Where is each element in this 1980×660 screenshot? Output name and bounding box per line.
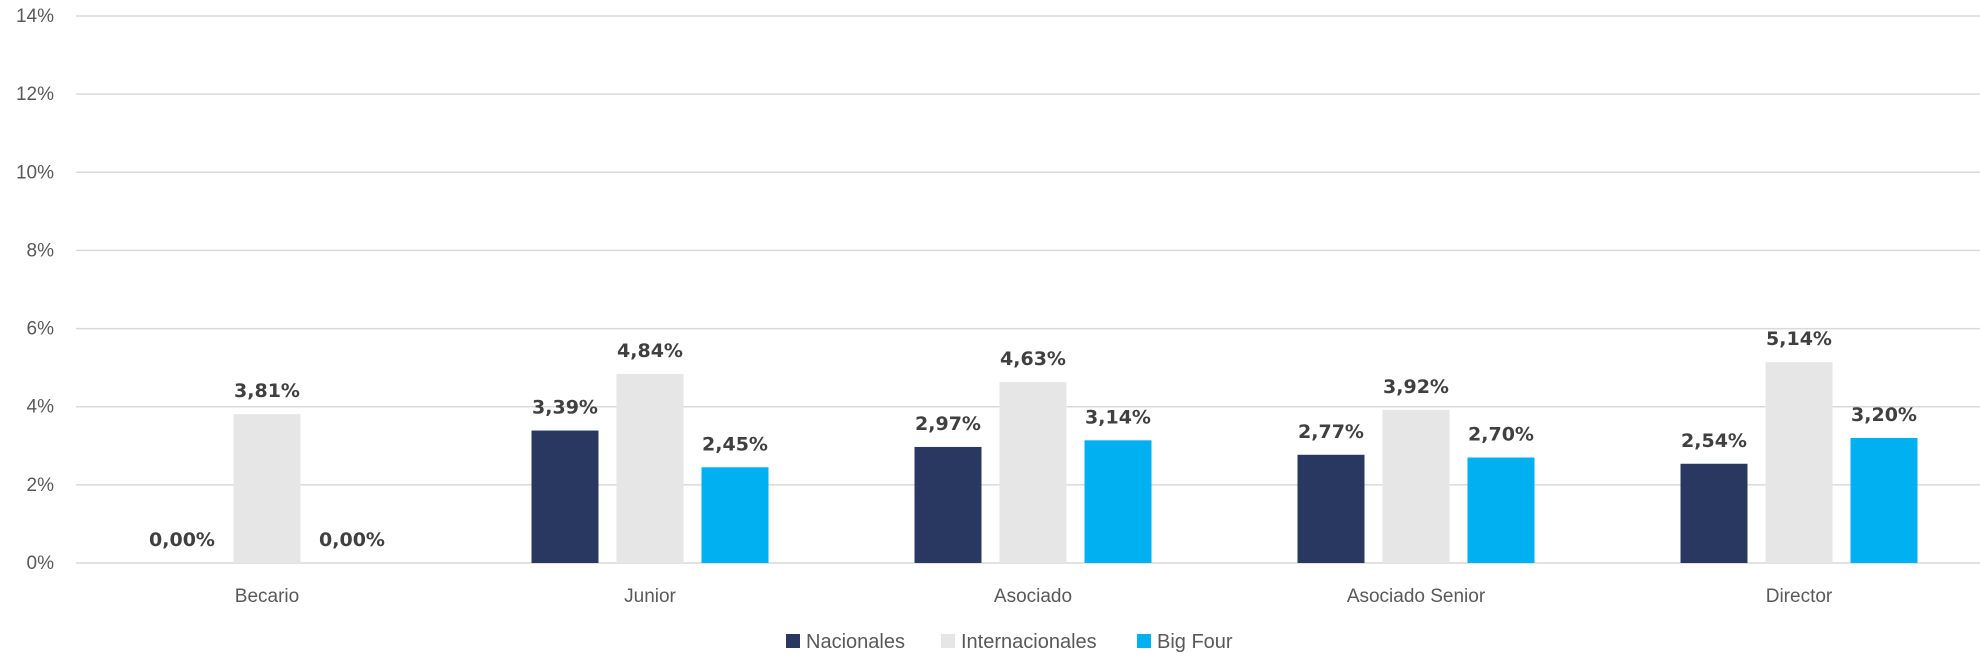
bar-nacionales [1680,463,1748,563]
data-label: 3,92% [1383,376,1449,398]
data-label: 0,00% [319,529,385,551]
legend-swatch [1137,634,1151,648]
y-tick-label: 14% [16,6,54,27]
data-label: 4,63% [1000,348,1066,370]
legend-item-big-four: Big Four [1137,631,1233,653]
x-tick-label: Asociado Senior [1347,586,1486,607]
bar-internacionales [616,373,684,563]
legend-label: Nacionales [806,631,905,653]
x-tick-label: Becario [235,586,299,607]
bar-big-four [1850,437,1918,563]
x-axis: Becario Junior Asociado Asociado Senior Dire… [235,586,1833,607]
y-tick-label: 2% [27,475,55,496]
bars [233,362,1918,563]
y-tick-label: 4% [27,397,55,418]
bar-nacionales [531,430,599,563]
data-label: 4,84% [617,340,683,362]
bar-nacionales [914,446,982,563]
data-label: 2,54% [1681,430,1747,452]
data-label: 2,97% [915,413,981,435]
bar-internacionales [999,382,1067,563]
bar-big-four [1084,440,1152,563]
legend-swatch [786,634,800,648]
data-label: 3,20% [1851,404,1917,426]
data-label: 3,39% [532,397,598,419]
bar-internacionales [233,414,301,563]
bar-big-four [1467,457,1535,563]
data-label: 5,14% [1766,328,1832,350]
y-tick-label: 10% [16,162,54,183]
x-tick-label: Asociado [994,586,1072,607]
bar-internacionales [1765,362,1833,563]
data-label: 0,00% [149,529,215,551]
y-tick-label: 8% [27,240,55,261]
data-label: 2,45% [702,433,768,455]
bar-big-four [701,467,769,563]
y-tick-label: 12% [16,84,54,105]
y-tick-label: 0% [27,553,55,574]
legend-item-internacionales: Internacionales [941,631,1097,653]
data-label: 3,81% [234,380,300,402]
bar-internacionales [1382,409,1450,563]
y-tick-label: 6% [27,319,55,340]
legend: Nacionales Internacionales Big Four [786,631,1233,653]
x-tick-label: Junior [624,586,676,607]
data-label: 2,77% [1298,421,1364,443]
bar-nacionales [1297,454,1365,563]
legend-item-nacionales: Nacionales [786,631,905,653]
data-labels: 0,00% 3,81% 0,00% 3,39% 4,84% 2,45% 2,97% 4,63%… [149,328,1917,551]
x-tick-label: Director [1766,586,1833,607]
data-label: 3,14% [1085,406,1151,428]
legend-label: Internacionales [961,631,1097,653]
y-axis: 0% 2% 4% 6% 8% 10% 12% 14% [16,6,54,574]
legend-label: Big Four [1157,631,1233,653]
data-label: 2,70% [1468,424,1534,446]
legend-swatch [941,634,955,648]
